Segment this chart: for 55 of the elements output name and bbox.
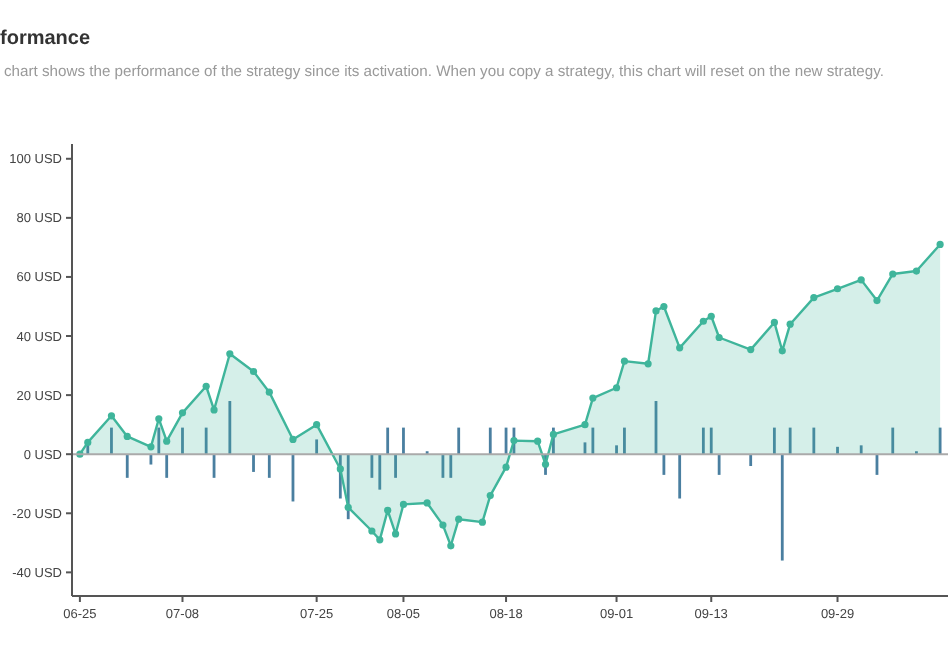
point	[770, 318, 778, 327]
point	[447, 542, 455, 550]
point	[265, 388, 273, 396]
point	[376, 536, 384, 544]
point	[155, 415, 163, 423]
point	[84, 438, 92, 446]
point	[778, 347, 786, 355]
point	[541, 460, 550, 468]
point	[912, 267, 921, 275]
point	[612, 384, 621, 392]
point	[336, 465, 344, 473]
point	[210, 406, 218, 414]
point	[123, 432, 131, 441]
point	[202, 382, 210, 390]
point	[313, 421, 321, 429]
point	[715, 333, 723, 342]
point	[676, 344, 684, 352]
point	[652, 307, 660, 315]
point	[873, 296, 881, 305]
point	[384, 506, 392, 514]
point	[534, 437, 542, 445]
point	[889, 270, 897, 278]
point	[857, 276, 865, 284]
point	[833, 285, 842, 293]
point	[589, 394, 597, 402]
point	[249, 367, 258, 376]
point	[226, 350, 234, 358]
point	[510, 437, 518, 445]
point	[620, 357, 629, 365]
chart-title: formance	[0, 28, 91, 50]
point	[810, 294, 818, 302]
point	[786, 320, 794, 328]
point	[439, 521, 447, 529]
point	[178, 409, 187, 417]
point	[478, 518, 486, 526]
point	[399, 500, 408, 509]
point	[368, 527, 376, 535]
point	[423, 499, 431, 507]
point	[644, 360, 652, 368]
point	[747, 346, 755, 354]
point	[581, 421, 589, 429]
point	[147, 443, 155, 451]
point	[936, 240, 944, 249]
point	[455, 515, 463, 523]
point	[549, 430, 558, 438]
point	[289, 435, 297, 444]
point	[707, 312, 715, 320]
point	[391, 530, 400, 538]
point	[699, 317, 707, 325]
point	[163, 437, 171, 445]
point	[344, 503, 352, 511]
point	[502, 463, 510, 471]
point	[660, 302, 668, 311]
point	[107, 412, 116, 420]
point	[486, 491, 494, 500]
